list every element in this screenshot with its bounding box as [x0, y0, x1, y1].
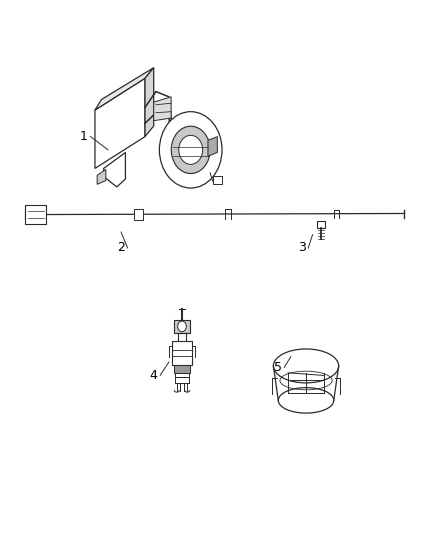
Polygon shape: [208, 136, 217, 156]
FancyBboxPatch shape: [134, 209, 143, 220]
Polygon shape: [154, 97, 171, 120]
Circle shape: [178, 321, 186, 332]
Polygon shape: [145, 68, 154, 136]
Polygon shape: [104, 152, 125, 187]
Circle shape: [159, 112, 222, 188]
Polygon shape: [95, 68, 154, 110]
Circle shape: [171, 126, 210, 174]
FancyBboxPatch shape: [212, 176, 222, 184]
Polygon shape: [173, 341, 191, 365]
Text: 5: 5: [274, 361, 282, 374]
Ellipse shape: [278, 387, 334, 413]
Text: 3: 3: [298, 241, 306, 254]
Polygon shape: [174, 365, 190, 373]
Polygon shape: [95, 78, 145, 168]
Text: 4: 4: [150, 369, 158, 382]
Text: 2: 2: [117, 241, 125, 254]
FancyBboxPatch shape: [318, 221, 325, 228]
Polygon shape: [174, 319, 190, 333]
Polygon shape: [97, 169, 106, 184]
Text: 1: 1: [80, 130, 88, 143]
Circle shape: [179, 135, 203, 164]
Polygon shape: [176, 373, 188, 383]
FancyBboxPatch shape: [25, 205, 46, 224]
